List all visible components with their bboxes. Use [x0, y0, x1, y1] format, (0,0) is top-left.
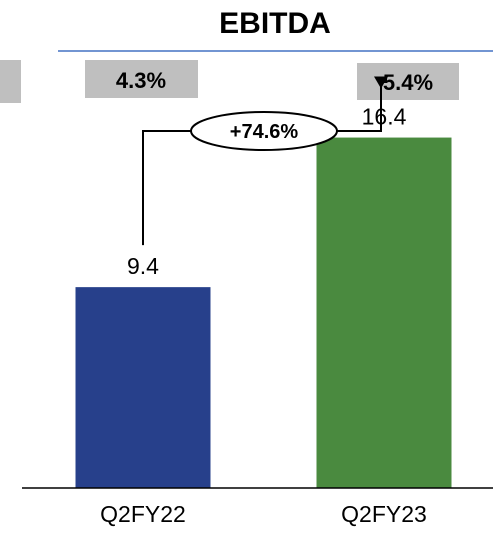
- growth-arrowhead: [374, 76, 388, 89]
- value-label-1: 16.4: [362, 104, 407, 130]
- value-label-0: 9.4: [127, 253, 159, 279]
- category-label-0: Q2FY22: [100, 501, 186, 527]
- margin-box-1: [357, 63, 459, 100]
- growth-label: +74.6%: [230, 121, 299, 143]
- margin-box-0: [85, 60, 198, 98]
- bars-group: 9.4 Q2FY22 16.4 Q2FY23: [75, 104, 452, 527]
- margin-label-1: 5.4%: [383, 70, 433, 95]
- neighbor-panel-box: [0, 60, 21, 103]
- margin-label-0: 4.3%: [116, 68, 166, 93]
- category-label-1: Q2FY23: [341, 501, 427, 527]
- bar-q2fy22: [75, 287, 211, 488]
- growth-ellipse: [190, 111, 338, 151]
- bar-q2fy23: [316, 137, 452, 488]
- chart-title: EBITDA: [219, 7, 331, 40]
